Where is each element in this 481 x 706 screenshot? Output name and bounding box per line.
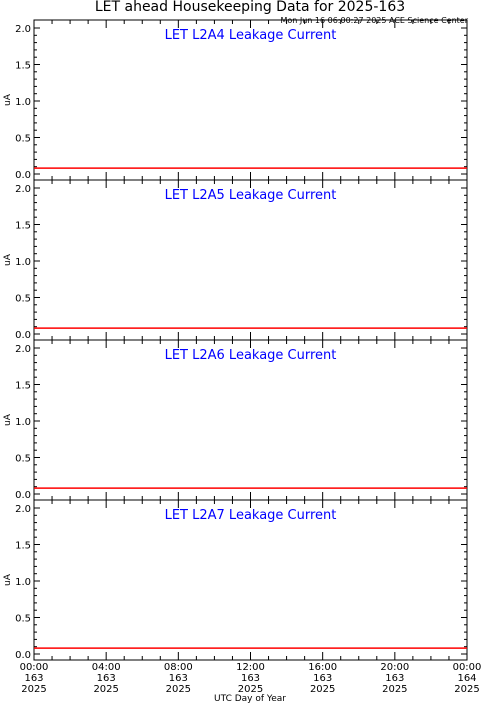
y-tick-label: 0.5 xyxy=(15,294,31,305)
x-tick-label-time: 00:00 xyxy=(20,662,49,673)
y-tick-label: 1.5 xyxy=(15,221,31,232)
panel-title: LET L2A7 Leakage Current xyxy=(165,508,337,523)
x-tick-label-time: 16:00 xyxy=(308,662,337,673)
x-tick-label-year: 2025 xyxy=(166,684,191,695)
plot-frame xyxy=(33,339,468,501)
x-tick-label-day: 163 xyxy=(97,673,116,684)
x-tick-label-year: 2025 xyxy=(93,684,118,695)
x-tick-label-time: 12:00 xyxy=(236,662,265,673)
x-tick-label-day: 163 xyxy=(169,673,188,684)
y-axis-label: uA xyxy=(3,413,13,426)
y-tick-label: 2.0 xyxy=(15,24,31,35)
plot-frame xyxy=(33,19,468,181)
y-tick-label: 1.0 xyxy=(15,257,31,268)
chart-panel: LET L2A5 Leakage Current uA 0.0 0.5 1.0 1.5 2.… xyxy=(3,179,468,341)
x-tick-label-year: 2025 xyxy=(310,684,335,695)
x-tick-label-time: 00:00 xyxy=(453,662,481,673)
x-tick-label-day: 163 xyxy=(241,673,260,684)
x-tick-label-day: 164 xyxy=(457,673,476,684)
panel-title: LET L2A5 Leakage Current xyxy=(165,188,337,203)
x-tick-label-day: 163 xyxy=(313,673,332,684)
x-tick-label-year: 2025 xyxy=(21,684,46,695)
y-tick-label: 1.5 xyxy=(15,381,31,392)
x-tick-label-time: 04:00 xyxy=(92,662,121,673)
chart-panel: LET L2A6 Leakage Current uA 0.0 0.5 1.0 1.5 2.… xyxy=(3,339,468,501)
x-axis-tick-labels: 00:00163202504:00163202508:00163202512:0… xyxy=(20,662,481,695)
y-tick-label: 1.5 xyxy=(15,61,31,72)
y-tick-label: 0.0 xyxy=(15,330,31,341)
plot-frame xyxy=(33,179,468,341)
x-tick-label-year: 2025 xyxy=(454,684,479,695)
y-tick-label: 2.0 xyxy=(15,184,31,195)
x-tick-label-year: 2025 xyxy=(238,684,263,695)
chart-panel: LET L2A7 Leakage Current uA 0.0 0.5 1.0 1.5 2.… xyxy=(3,499,468,661)
y-tick-label: 0.0 xyxy=(15,490,31,501)
y-tick-label: 0.5 xyxy=(15,134,31,145)
y-tick-label: 2.0 xyxy=(15,504,31,515)
y-tick-label: 2.0 xyxy=(15,344,31,355)
y-axis-label: uA xyxy=(3,253,13,266)
panel-title: LET L2A4 Leakage Current xyxy=(165,28,337,43)
y-tick-label: 0.5 xyxy=(15,454,31,465)
plot-frame xyxy=(33,499,468,661)
y-tick-label: 1.0 xyxy=(15,577,31,588)
x-tick-label-day: 163 xyxy=(24,673,43,684)
y-tick-label: 1.5 xyxy=(15,541,31,552)
y-axis-label: uA xyxy=(3,93,13,106)
y-tick-label: 1.0 xyxy=(15,97,31,108)
y-tick-label: 0.0 xyxy=(15,650,31,661)
y-tick-label: 0.0 xyxy=(15,170,31,181)
x-tick-label-time: 20:00 xyxy=(380,662,409,673)
x-tick-label-day: 163 xyxy=(385,673,404,684)
chart-panels: LET L2A4 Leakage Current uA 0.0 0.5 1.0 1.5 2.… xyxy=(3,19,468,661)
y-tick-label: 1.0 xyxy=(15,417,31,428)
chart-panel: LET L2A4 Leakage Current uA 0.0 0.5 1.0 1.5 2.… xyxy=(3,19,468,181)
x-tick-label-time: 08:00 xyxy=(164,662,193,673)
y-tick-label: 0.5 xyxy=(15,614,31,625)
panel-title: LET L2A6 Leakage Current xyxy=(165,348,337,363)
x-axis-label: UTC Day of Year xyxy=(214,694,286,704)
y-axis-label: uA xyxy=(3,573,13,586)
figure-title: LET ahead Housekeeping Data for 2025-163 xyxy=(95,0,405,15)
x-tick-label-year: 2025 xyxy=(382,684,407,695)
